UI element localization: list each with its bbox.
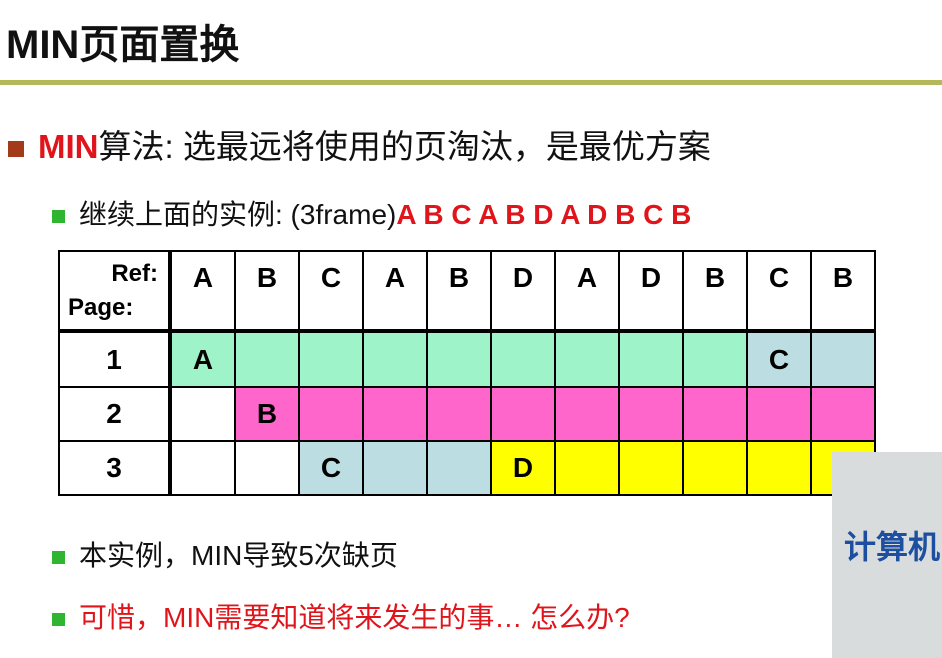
bullet: 本实例，MIN导致5次缺页 xyxy=(52,534,398,574)
page-cell xyxy=(682,440,748,496)
ref-cell: B xyxy=(426,250,492,332)
page-cell xyxy=(362,440,428,496)
page-cell: B xyxy=(234,386,300,442)
page-cell xyxy=(362,386,428,442)
camera-overlay: 计算机 xyxy=(832,452,942,658)
page-cell xyxy=(490,386,556,442)
ref-cell: B xyxy=(810,250,876,332)
page-label: Page: xyxy=(68,293,134,321)
ref-cell: C xyxy=(746,250,812,332)
row-label: 2 xyxy=(58,386,172,442)
page-cell xyxy=(618,329,684,388)
page-cell xyxy=(362,329,428,388)
page-cell: C xyxy=(298,440,364,496)
page-cell: C xyxy=(746,329,812,388)
bullet: MIN算法: 选最远将使用的页淘汰，是最优方案 xyxy=(8,120,711,168)
page-cell xyxy=(618,440,684,496)
ref-label: Ref: xyxy=(111,259,158,287)
page-cell xyxy=(746,440,812,496)
page-cell xyxy=(426,329,492,388)
page-cell xyxy=(682,329,748,388)
page-cell xyxy=(554,329,620,388)
bullet-text: 可惜，MIN需要知道将来发生的事… 怎么办? xyxy=(79,602,630,633)
bullet-text: 继续上面的实例: (3frame) xyxy=(79,199,397,230)
page-cell xyxy=(169,440,236,496)
title: MIN页面置换 xyxy=(6,23,240,67)
bullet: 继续上面的实例: (3frame)A B C A B D A D B C B xyxy=(52,193,691,233)
page-cell xyxy=(426,386,492,442)
row-label: 3 xyxy=(58,440,172,496)
ref-cell: D xyxy=(618,250,684,332)
bullet-text: MIN xyxy=(38,128,99,165)
header-corner: Ref: Page: xyxy=(58,250,172,332)
bullet-text: 算法: 选最远将使用的页淘汰，是最优方案 xyxy=(98,128,711,165)
page-cell xyxy=(298,386,364,442)
bullet: 可惜，MIN需要知道将来发生的事… 怎么办? xyxy=(52,596,630,636)
page-cell xyxy=(234,329,300,388)
page-cell xyxy=(618,386,684,442)
ref-cell: A xyxy=(362,250,428,332)
bullet-text: 本实例，MIN导致5次缺页 xyxy=(79,540,398,571)
page-cell xyxy=(490,329,556,388)
ref-cell: A xyxy=(169,250,236,332)
page-cell xyxy=(810,386,876,442)
page-cell xyxy=(426,440,492,496)
page-cell xyxy=(169,386,236,442)
page-cell xyxy=(554,440,620,496)
page-cell: D xyxy=(490,440,556,496)
overlay-text: 计算机 xyxy=(844,529,941,565)
title-rule xyxy=(0,80,942,85)
header-row: Ref: Page: A B C A B D A D B C B xyxy=(58,250,876,332)
ref-cell: B xyxy=(682,250,748,332)
page-cell xyxy=(234,440,300,496)
page-cell xyxy=(746,386,812,442)
page-cell xyxy=(810,329,876,388)
ref-cell: A xyxy=(554,250,620,332)
page-cell xyxy=(554,386,620,442)
page-cell xyxy=(682,386,748,442)
table-row: 3 C D xyxy=(58,440,876,496)
page-table: Ref: Page: A B C A B D A D B C B 1 A C 2 B 3 C D xyxy=(58,250,876,496)
page-cell xyxy=(298,329,364,388)
page-cell: A xyxy=(169,329,236,388)
ref-cell: B xyxy=(234,250,300,332)
bullet-text: A B C A B D A D B C B xyxy=(396,199,692,230)
ref-cell: C xyxy=(298,250,364,332)
row-label: 1 xyxy=(58,329,172,388)
ref-cell: D xyxy=(490,250,556,332)
